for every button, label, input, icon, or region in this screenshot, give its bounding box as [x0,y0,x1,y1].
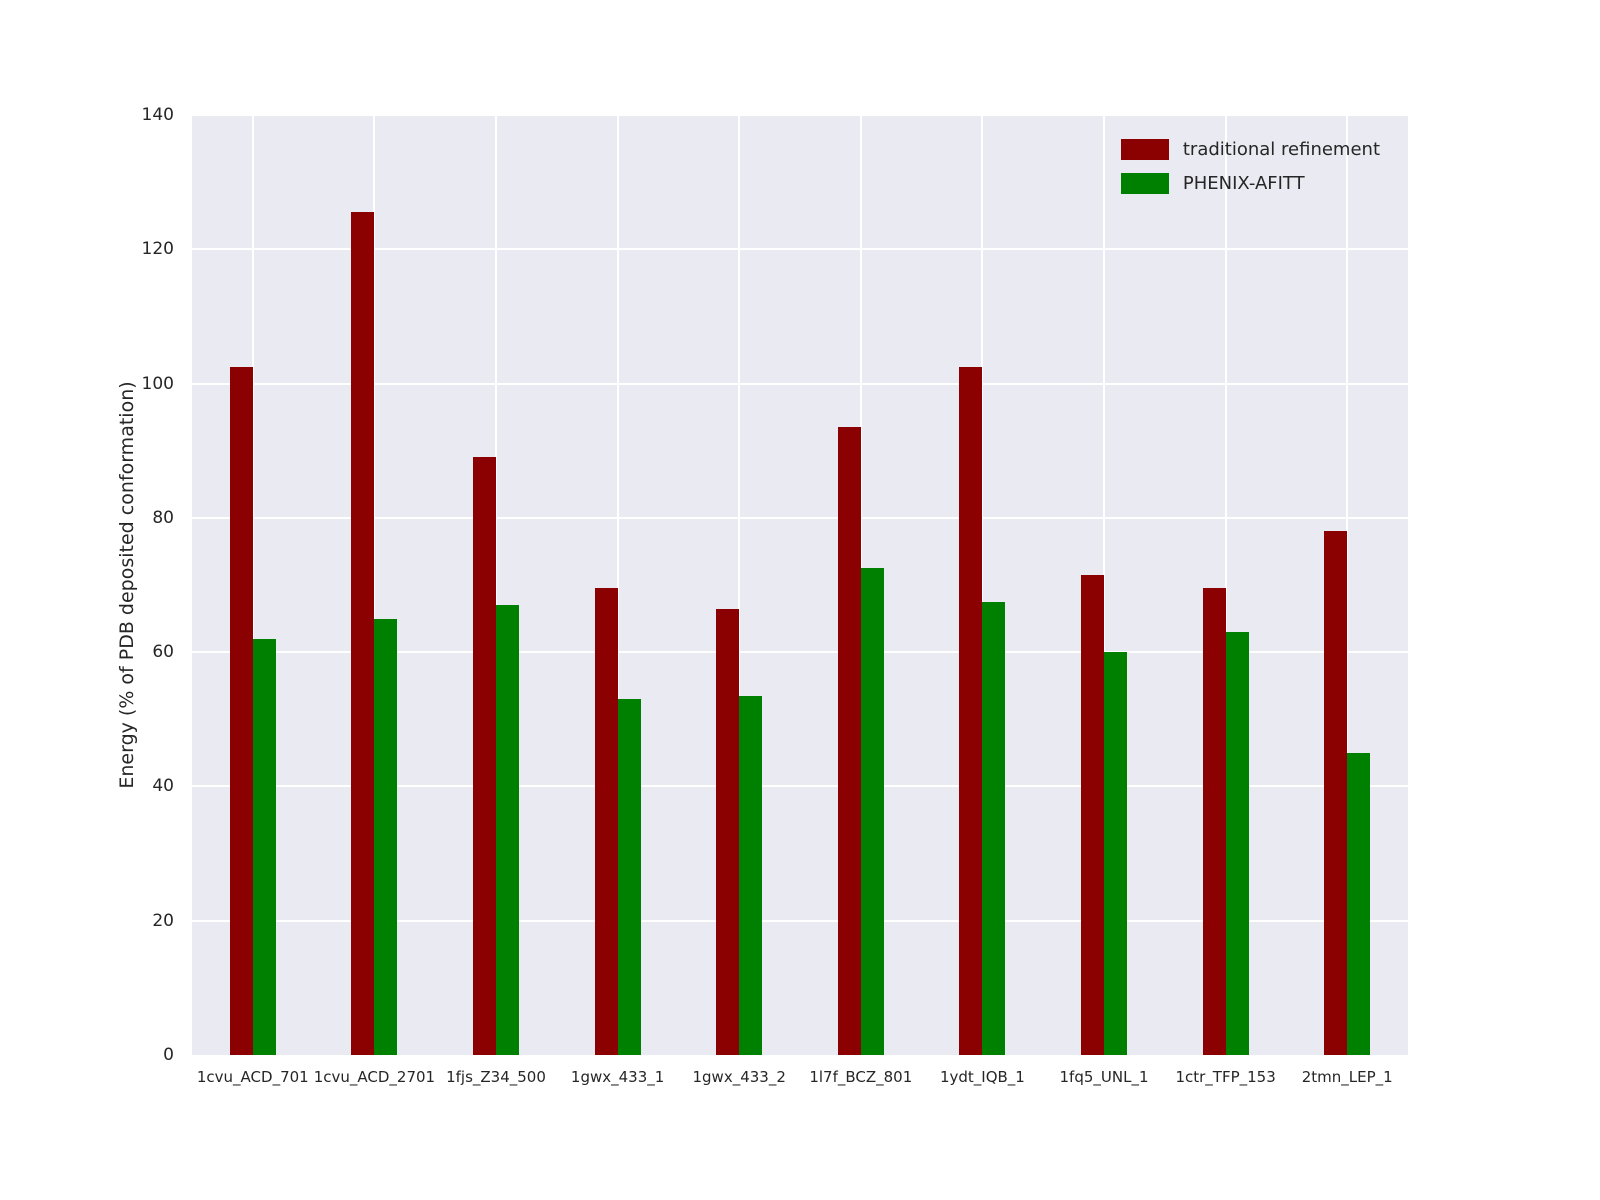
v-gridline [616,115,619,1055]
bar-phenix-afitt-1fq5_UNL_1 [1104,652,1127,1055]
bar-traditional-refinement-1gwx_433_2 [716,608,740,1055]
h-gridline [192,382,1408,385]
y-tick-label: 100 [141,373,174,394]
bar-phenix-afitt-1ctr_TFP_153 [1225,632,1249,1055]
legend-swatch-phenix-afitt [1120,173,1169,194]
bar-phenix-afitt-1ydt_IQB_1 [982,601,1006,1055]
h-gridline [192,785,1408,788]
legend: traditional refinement PHENIX-AFITT [1111,133,1390,200]
bar-phenix-afitt-1fjs_Z34_500 [496,605,519,1055]
bar-traditional-refinement-1gwx_433_1 [594,588,618,1055]
bar-traditional-refinement-1ctr_TFP_153 [1202,588,1226,1055]
bar-phenix-afitt-1gwx_433_2 [739,695,763,1055]
x-tick-label: 1gwx_433_2 [692,1068,786,1086]
x-tick-label: 1ydt_IQB_1 [939,1068,1025,1086]
x-tick-label: 1cvu_ACD_2701 [313,1068,436,1086]
bar-traditional-refinement-1l7f_BCZ_801 [837,427,861,1055]
bar-phenix-afitt-1l7f_BCZ_801 [860,568,884,1055]
y-tick-label: 40 [152,776,174,797]
x-axis-tick-labels: 1cvu_ACD_701 1cvu_ACD_2701 1fjs_Z34_500 1gw… [192,1068,1408,1098]
legend-item-phenix-afitt: PHENIX-AFITT [1120,173,1380,194]
x-tick-label: 1gwx_433_1 [570,1068,665,1086]
legend-label-phenix-afitt: PHENIX-AFITT [1182,173,1305,194]
h-gridline [192,114,1408,116]
y-axis-tick-labels: 0 20 40 60 80 100 120 140 [0,105,184,1065]
v-gridline [981,115,984,1055]
bar-traditional-refinement-1fq5_UNL_1 [1081,574,1104,1055]
x-tick-label: 1cvu_ACD_701 [196,1068,309,1086]
x-tick-label: 1ctr_TFP_153 [1175,1068,1276,1086]
h-gridline [192,651,1408,654]
v-gridline [1346,115,1349,1055]
y-axis-title: Energy (% of PDB deposited conformation) [116,381,138,789]
bar-phenix-afitt-1cvu_ACD_2701 [374,618,398,1055]
h-gridline [192,919,1408,922]
bar-traditional-refinement-1cvu_ACD_701 [229,366,253,1055]
v-gridline [373,115,376,1055]
y-tick-label: 0 [163,1045,174,1065]
legend-swatch-traditional-refinement [1120,139,1169,160]
v-gridline [738,115,741,1055]
y-tick-label: 120 [141,239,174,260]
y-tick-label: 80 [152,507,174,528]
h-gridline [192,248,1408,251]
x-tick-label: 1fjs_Z34_500 [446,1068,546,1086]
bar-traditional-refinement-1cvu_ACD_2701 [351,212,375,1055]
bar-traditional-refinement-1fjs_Z34_500 [473,457,496,1055]
y-tick-label: 140 [141,105,174,125]
v-gridline [1103,115,1105,1055]
x-tick-label: 1fq5_UNL_1 [1059,1068,1149,1086]
legend-label-traditional-refinement: traditional refinement [1182,139,1380,160]
y-tick-label: 60 [152,642,174,663]
v-gridline [1224,115,1227,1055]
v-gridline [495,115,497,1055]
bar-traditional-refinement-1ydt_IQB_1 [959,366,983,1055]
v-gridline [251,115,254,1055]
x-tick-label: 2tmn_LEP_1 [1301,1068,1393,1086]
legend-item-traditional-refinement: traditional refinement [1120,139,1380,160]
bar-phenix-afitt-2tmn_LEP_1 [1347,752,1371,1055]
plot-area: traditional refinement PHENIX-AFITT [192,114,1408,1055]
bar-phenix-afitt-1cvu_ACD_701 [252,638,276,1055]
h-gridline [192,516,1408,519]
bar-traditional-refinement-2tmn_LEP_1 [1324,531,1348,1055]
bar-phenix-afitt-1gwx_433_1 [617,699,641,1055]
y-tick-label: 20 [152,910,174,931]
x-tick-label: 1l7f_BCZ_801 [809,1068,913,1086]
